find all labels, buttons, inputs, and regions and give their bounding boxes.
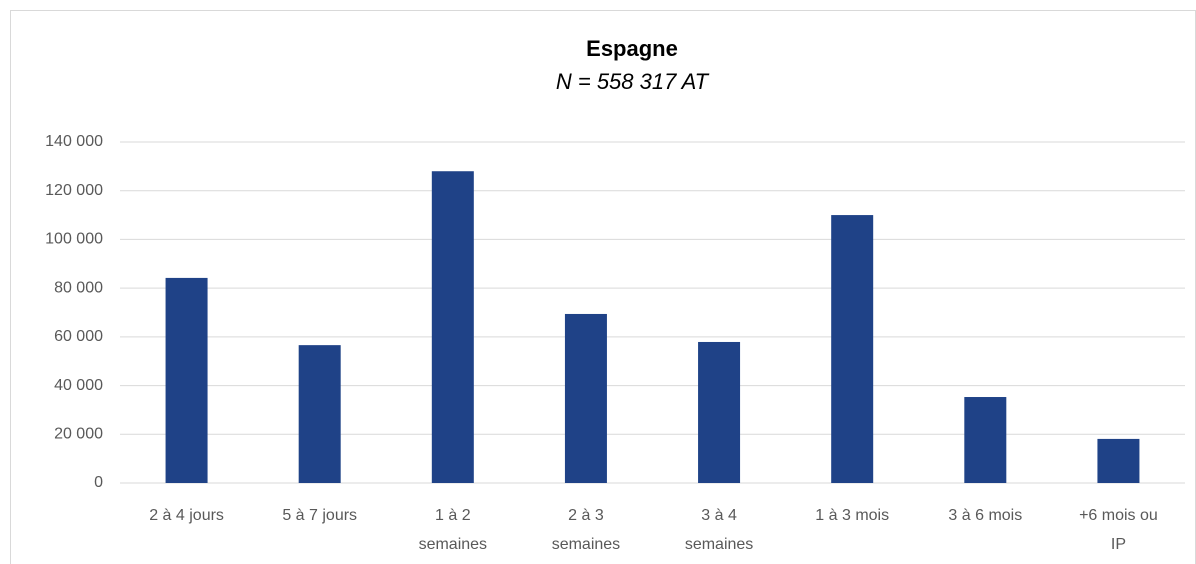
bar	[165, 277, 208, 483]
x-tick-label: +6 mois ou IP	[1079, 507, 1158, 553]
y-tick-label: 40 000	[54, 377, 103, 394]
y-tick-label: 60 000	[54, 328, 103, 345]
y-tick-label: 100 000	[45, 231, 103, 248]
y-tick-label: 80 000	[54, 279, 103, 296]
x-tick-label: 3 à 6 mois	[948, 507, 1022, 524]
y-tick-label: 120 000	[45, 182, 103, 199]
x-tick-label: 1 à 3 mois	[815, 507, 889, 524]
bar	[1097, 438, 1140, 483]
chart-subtitle: N = 558 317 AT	[556, 69, 710, 94]
x-tick-label: 3 à 4 semaines	[685, 507, 753, 553]
y-tick-label: 0	[94, 474, 103, 491]
y-tick-label: 20 000	[54, 426, 103, 443]
bar	[431, 171, 474, 483]
bar	[831, 215, 874, 484]
chart-title: Espagne	[586, 36, 678, 61]
x-tick-label: 5 à 7 jours	[282, 507, 357, 524]
bar	[298, 345, 341, 483]
bar	[564, 313, 607, 483]
x-tick-label: 2 à 4 jours	[149, 507, 224, 524]
x-tick-label: 2 à 3 semaines	[552, 507, 620, 553]
bar	[964, 397, 1007, 483]
bar	[698, 341, 741, 483]
x-tick-label: 1 à 2 semaines	[419, 507, 487, 553]
y-tick-label: 140 000	[45, 133, 103, 150]
